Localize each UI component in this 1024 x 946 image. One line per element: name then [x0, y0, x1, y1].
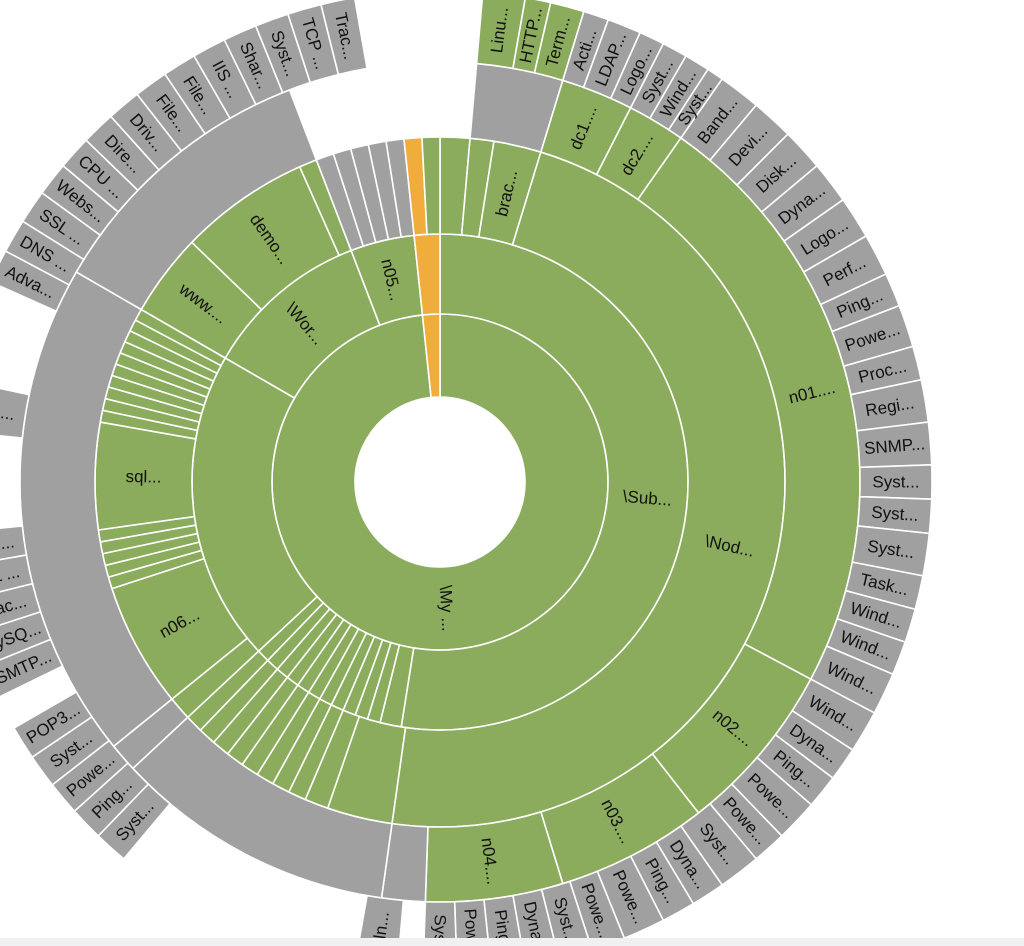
sunburst-segment[interactable] [0, 525, 28, 568]
segment-label: FTP ... [0, 397, 16, 424]
sunburst-segment[interactable] [355, 894, 405, 946]
sunburst-arcs [0, 0, 933, 946]
sunburst-segment[interactable] [320, 0, 368, 76]
sunburst-segment[interactable] [12, 690, 93, 759]
sunburst-segment[interactable] [421, 136, 441, 236]
segment-label: \Sub... [622, 487, 672, 510]
segment-label: \My ... [436, 585, 457, 632]
bottom-scrollbar-track [0, 938, 1024, 946]
segment-label: Syst... [872, 473, 919, 492]
segment-label: sql... [125, 467, 161, 487]
segment-label: Powe... [460, 908, 483, 946]
segment-label: SNMP... [863, 434, 925, 458]
sunburst-segment[interactable] [0, 380, 31, 439]
segment-label: Syst... [871, 503, 919, 525]
sunburst-segment[interactable] [422, 900, 458, 946]
